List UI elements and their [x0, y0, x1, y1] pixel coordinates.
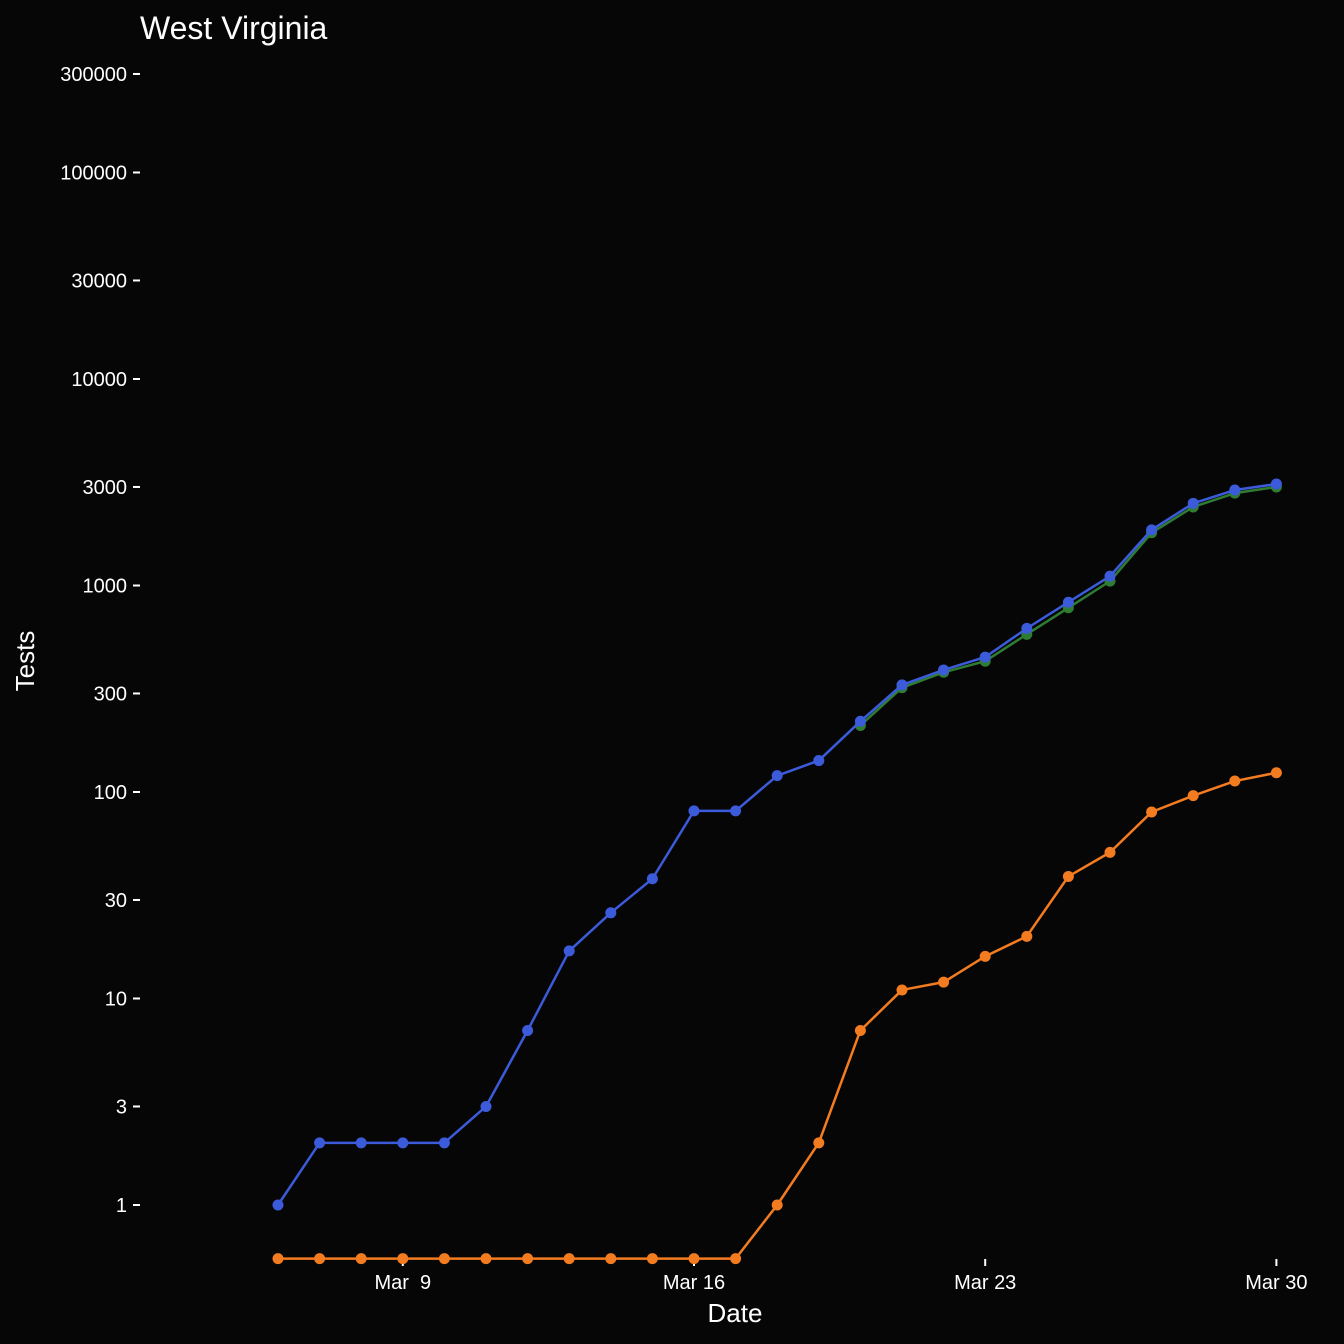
data-point	[480, 1100, 492, 1112]
y-tick-label-7: 3000	[83, 477, 128, 499]
data-point	[938, 976, 950, 988]
data-point	[813, 755, 825, 767]
data-point	[355, 1137, 367, 1149]
x-axis-label: Date	[708, 1298, 763, 1328]
data-point	[1146, 524, 1158, 536]
series-2	[272, 478, 1282, 1211]
data-point	[522, 1024, 534, 1036]
data-point	[1062, 596, 1074, 608]
data-point	[563, 1253, 575, 1265]
series-line-1	[278, 771, 1277, 1260]
data-point	[1104, 570, 1116, 582]
data-point	[1146, 806, 1158, 818]
data-point	[1229, 484, 1241, 496]
data-point	[730, 1253, 742, 1265]
data-point	[272, 1199, 284, 1211]
data-point	[813, 1137, 825, 1149]
data-point	[771, 1199, 783, 1211]
series-1	[272, 767, 1282, 1265]
chart-title: West Virginia	[140, 10, 328, 46]
y-axis-ticks: 1 3 10 30 100 300 1000 3000 10000 30000 100000 3000…	[60, 64, 140, 1217]
x-tick-label-0: Mar 9	[374, 1272, 431, 1294]
data-point	[438, 1137, 450, 1149]
data-point	[730, 805, 742, 817]
data-point	[688, 1253, 700, 1265]
y-tick-label-0: 1	[116, 1195, 127, 1217]
data-point	[979, 950, 991, 962]
data-point	[854, 1024, 866, 1036]
data-point	[771, 770, 783, 782]
data-point	[1270, 767, 1282, 779]
series-line-2	[276, 482, 1277, 1206]
data-point	[979, 651, 991, 663]
y-tick-label-5: 300	[94, 683, 127, 705]
x-tick-label-1: Mar 16	[663, 1272, 725, 1294]
data-point	[355, 1253, 367, 1265]
data-point	[563, 945, 575, 957]
data-point	[438, 1253, 450, 1265]
y-tick-label-10: 100000	[60, 163, 127, 185]
series-layer	[272, 478, 1282, 1265]
data-point	[1021, 930, 1033, 942]
y-tick-label-1: 3	[116, 1096, 127, 1118]
y-tick-label-4: 100	[94, 782, 127, 804]
x-tick-label-2: Mar 23	[954, 1272, 1016, 1294]
x-tick-label-3: Mar 30	[1245, 1272, 1307, 1294]
y-tick-label-9: 30000	[71, 270, 127, 292]
y-tick-label-3: 30	[105, 890, 127, 912]
data-point	[1270, 478, 1282, 490]
data-point	[480, 1253, 492, 1265]
data-point	[938, 664, 950, 676]
data-point	[1104, 846, 1116, 858]
data-point	[1187, 790, 1199, 802]
data-point	[1229, 775, 1241, 787]
data-point	[854, 715, 866, 727]
data-point	[646, 1253, 658, 1265]
data-point	[272, 1253, 284, 1265]
x-axis-ticks: Mar 9 Mar 16 Mar 23 Mar 30	[374, 1259, 1308, 1294]
y-tick-label-8: 10000	[71, 369, 127, 391]
y-tick-label-2: 10	[105, 989, 127, 1011]
data-point	[1187, 497, 1199, 509]
data-point	[646, 873, 658, 885]
data-point	[314, 1137, 326, 1149]
data-point	[605, 907, 617, 919]
data-point	[397, 1253, 409, 1265]
data-point	[896, 679, 908, 691]
data-point	[1021, 622, 1033, 634]
data-point	[605, 1253, 617, 1265]
data-point	[397, 1137, 409, 1149]
y-tick-label-6: 1000	[83, 576, 128, 598]
y-tick-label-11: 300000	[60, 64, 127, 86]
data-point	[1062, 870, 1074, 882]
data-point	[314, 1253, 326, 1265]
data-point	[688, 805, 700, 817]
data-point	[896, 984, 908, 996]
y-axis-label: Tests	[10, 631, 40, 692]
data-point	[522, 1253, 534, 1265]
